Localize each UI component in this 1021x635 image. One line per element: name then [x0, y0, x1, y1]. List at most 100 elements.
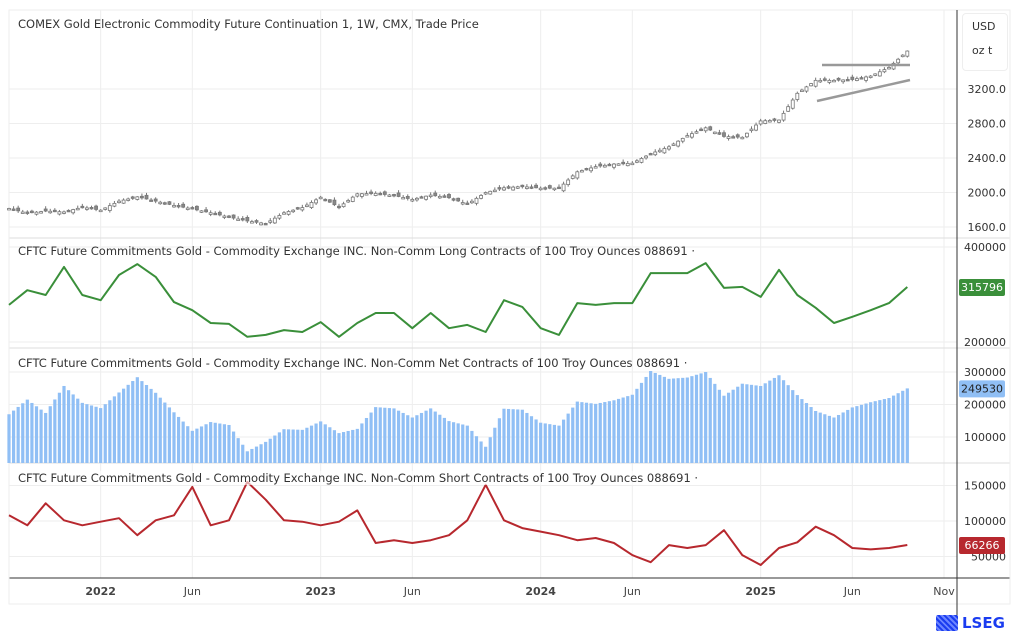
net-bar — [296, 429, 300, 463]
candle-body — [66, 209, 71, 213]
net-bar — [731, 389, 735, 463]
net-bar — [328, 427, 332, 463]
net-bar — [649, 371, 653, 463]
net-bar — [626, 396, 630, 463]
candle-body — [327, 199, 332, 203]
net-bar — [575, 401, 579, 463]
candle-body — [295, 207, 300, 210]
net-bar — [250, 448, 254, 463]
candle-body — [112, 202, 117, 207]
candle-body — [694, 131, 699, 134]
candle-body — [162, 202, 167, 205]
candle-body — [625, 162, 630, 167]
candle-body — [722, 132, 726, 137]
candle-body — [735, 134, 740, 138]
net-bar — [901, 390, 905, 463]
candle-body — [16, 207, 21, 212]
candle-body — [268, 220, 273, 223]
candle-body — [254, 220, 259, 223]
candle-body — [231, 214, 236, 219]
candle-body — [795, 92, 800, 100]
net-contracts-bars — [7, 371, 909, 463]
net-bar — [479, 441, 483, 463]
net-bar — [419, 412, 424, 463]
candle-body — [140, 195, 144, 199]
candle-body — [731, 136, 736, 139]
net-bar — [94, 406, 98, 463]
net-bar — [319, 421, 323, 463]
net-bar — [222, 424, 227, 463]
unit-selector[interactable]: USD oz t — [962, 13, 1008, 71]
candle-body — [497, 187, 502, 190]
candle-body — [62, 211, 66, 214]
candle-body — [868, 75, 873, 78]
y-tick-label: 2400.0 — [968, 152, 1007, 165]
net-bar — [396, 410, 401, 463]
candle-body — [341, 203, 346, 208]
net-bar — [543, 423, 547, 463]
candle-body — [685, 135, 690, 138]
net-bar — [722, 395, 726, 463]
candle-body — [488, 190, 493, 195]
candle-body — [653, 151, 658, 156]
candle-body — [305, 204, 309, 207]
candle-body — [547, 185, 552, 189]
net-bar — [726, 392, 731, 463]
candle-body — [616, 163, 621, 166]
x-tick-label: Nov — [933, 585, 955, 598]
net-bar — [80, 402, 84, 463]
net-bar — [140, 381, 144, 463]
candle-body — [43, 208, 48, 212]
net-bar — [557, 425, 561, 463]
candle-body — [135, 196, 140, 200]
candle-body — [676, 140, 681, 147]
net-bar — [392, 408, 396, 463]
net-bar — [135, 377, 139, 463]
candle-body — [227, 215, 231, 218]
candle-body — [639, 158, 644, 163]
candle-body — [195, 205, 199, 211]
candle-body — [309, 202, 314, 208]
net-bar — [190, 430, 194, 463]
candle-body — [474, 197, 479, 204]
candle-body — [584, 168, 589, 171]
net-bar — [603, 402, 607, 463]
candle-body — [364, 193, 369, 196]
net-bar — [832, 417, 836, 463]
candle-body — [71, 209, 76, 214]
candle-body — [740, 136, 745, 140]
candle-body — [7, 208, 11, 211]
net-bar — [62, 385, 66, 463]
net-bar — [71, 394, 75, 463]
net-bar — [57, 392, 62, 463]
candle-body — [98, 209, 103, 213]
net-bar — [442, 417, 447, 463]
net-bar — [286, 429, 291, 463]
price-pane-title: COMEX Gold Electronic Commodity Future C… — [18, 17, 479, 31]
net-bar — [351, 429, 355, 463]
x-tick-label: Jun — [403, 585, 421, 598]
candle-body — [813, 79, 818, 87]
candle-body — [561, 183, 566, 192]
net-bar — [561, 419, 566, 463]
net-bar — [410, 417, 414, 463]
candle-body — [657, 149, 662, 153]
candle-body — [566, 179, 571, 186]
candle-body — [149, 199, 153, 202]
unit-label: oz t — [972, 44, 993, 57]
candle-body — [827, 79, 832, 83]
candle-body — [158, 201, 163, 205]
net-bar — [337, 433, 341, 463]
candle-body — [103, 207, 108, 210]
net-bar — [451, 422, 456, 463]
net-bar — [314, 423, 318, 463]
net-bar — [181, 421, 185, 463]
y-tick-label: 3200.0 — [968, 83, 1007, 96]
net-bar — [882, 399, 887, 463]
net-bar — [594, 403, 598, 463]
y-tick-label: 2800.0 — [968, 118, 1007, 131]
candle-body — [405, 196, 410, 199]
candle-body — [635, 160, 639, 163]
net-bar — [612, 400, 616, 463]
candle-body — [470, 200, 474, 204]
